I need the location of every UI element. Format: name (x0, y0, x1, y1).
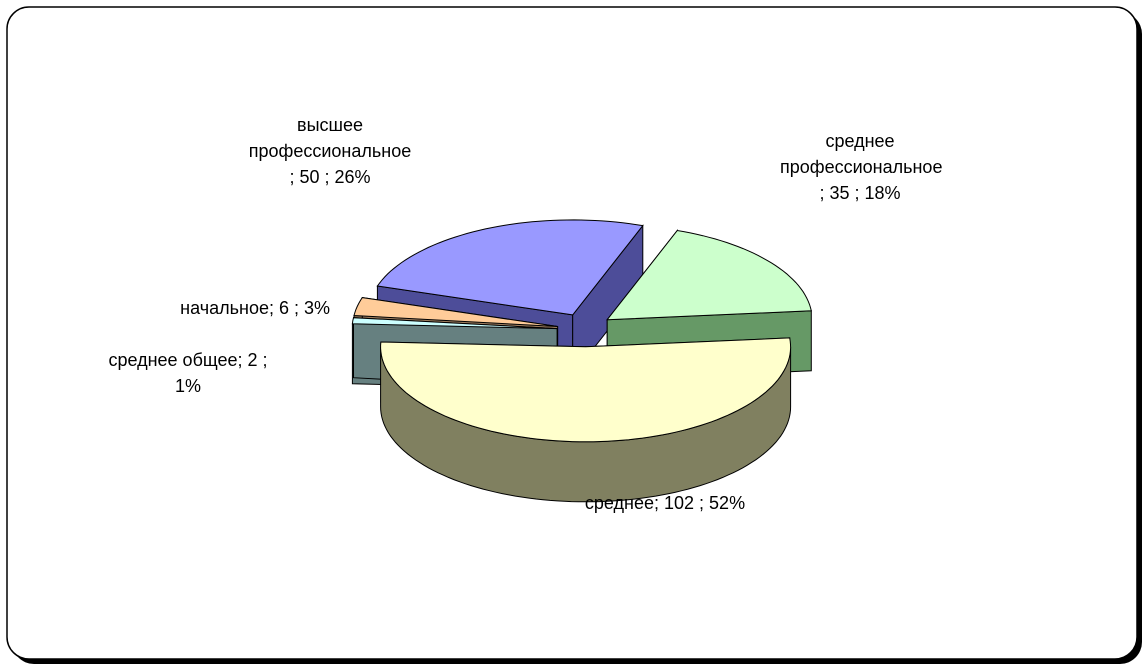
pie-slice (606, 229, 812, 321)
pie-slice (351, 317, 558, 330)
data-label: среднее; 102 ; 52% (584, 493, 746, 513)
pie-slice (376, 219, 644, 316)
data-label: среднее профессиональное ; 35 ; 18% (780, 131, 943, 203)
data-label: среднее общее; 2 ; 1% (108, 350, 268, 396)
pie-slice (353, 297, 558, 327)
data-label: начальное; 6 ; 3% (180, 298, 330, 318)
pie-slice (380, 337, 792, 443)
data-label: высшее профессиональное ; 50 ; 26% (248, 115, 412, 187)
